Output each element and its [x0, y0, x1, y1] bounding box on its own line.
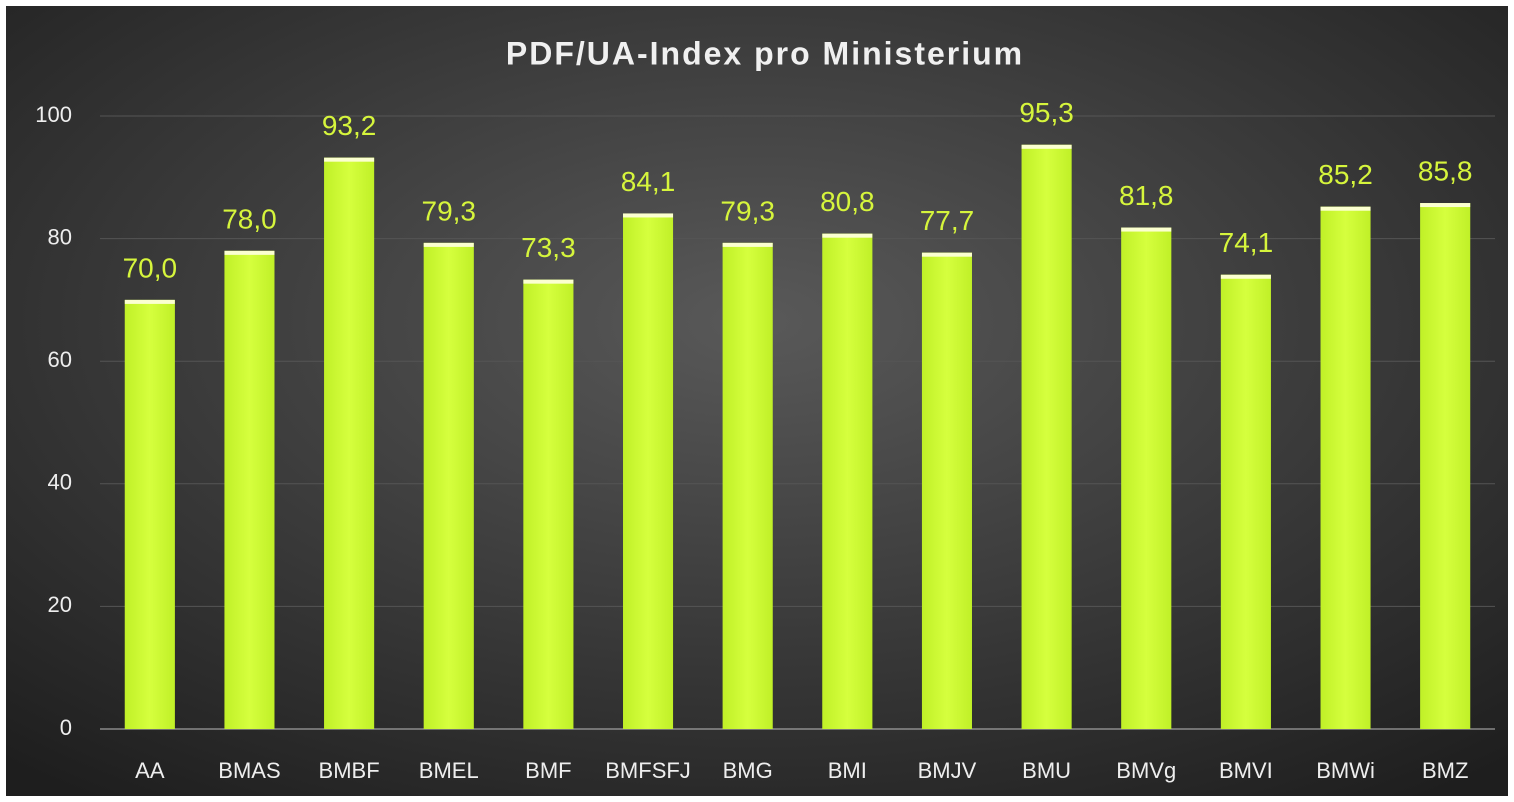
- data-label: 79,3: [422, 195, 477, 226]
- data-label: 84,1: [621, 166, 676, 197]
- data-label: 95,3: [1019, 97, 1074, 128]
- y-tick-label: 0: [60, 715, 72, 740]
- bar-shading: [224, 250, 275, 730]
- data-label: 85,2: [1318, 159, 1373, 190]
- bar-highlight: [1420, 203, 1471, 208]
- bar-highlight: [1220, 274, 1271, 279]
- bar-shading: [822, 233, 873, 730]
- data-label: 80,8: [820, 186, 875, 217]
- data-label: 79,3: [720, 195, 775, 226]
- x-tick-label: BMI: [828, 758, 867, 783]
- bar-highlight: [822, 233, 873, 238]
- x-tick-label: BMZ: [1422, 758, 1468, 783]
- data-label: 73,3: [521, 232, 576, 263]
- bar-highlight: [523, 279, 574, 284]
- data-label: 93,2: [322, 110, 377, 141]
- bar-highlight: [423, 242, 474, 247]
- bar-highlight: [124, 299, 175, 304]
- data-label: 77,7: [920, 205, 975, 236]
- bar-highlight: [1320, 206, 1371, 211]
- bar-shading: [523, 279, 574, 729]
- x-tick-label: BMJV: [918, 758, 977, 783]
- bar-highlight: [324, 157, 375, 162]
- bar-shading: [124, 299, 175, 729]
- data-label: 85,8: [1418, 155, 1473, 186]
- data-label: 78,0: [222, 203, 277, 234]
- data-label: 74,1: [1219, 227, 1274, 258]
- chart-title: PDF/UA-Index pro Ministerium: [506, 35, 1024, 71]
- x-tick-label: BMFSFJ: [605, 758, 691, 783]
- bar-highlight: [921, 252, 972, 257]
- data-label: 70,0: [123, 252, 178, 283]
- bar-shading: [722, 242, 773, 730]
- bar-shading: [1220, 274, 1271, 729]
- x-tick-label: BMBF: [319, 758, 380, 783]
- bar-highlight: [1021, 144, 1072, 149]
- bar-shading: [423, 242, 474, 730]
- bar-highlight: [224, 250, 275, 255]
- x-tick-label: BMWi: [1316, 758, 1375, 783]
- y-tick-label: 60: [48, 347, 72, 372]
- bar-shading: [623, 213, 674, 730]
- x-tick-label: BMU: [1022, 758, 1071, 783]
- y-tick-label: 100: [35, 102, 72, 127]
- bar-shading: [1420, 203, 1471, 729]
- bar-highlight: [722, 242, 773, 247]
- bar-shading: [1021, 144, 1072, 729]
- bar-shading: [921, 252, 972, 729]
- y-tick-label: 40: [48, 470, 72, 495]
- x-tick-label: BMVg: [1116, 758, 1176, 783]
- y-tick-label: 20: [48, 592, 72, 617]
- bar-highlight: [623, 213, 674, 218]
- bar-shading: [1121, 227, 1172, 730]
- bar-highlight: [1121, 227, 1172, 232]
- x-tick-label: BMAS: [218, 758, 280, 783]
- bar-shading: [324, 157, 375, 729]
- x-tick-label: BMEL: [419, 758, 479, 783]
- data-label: 81,8: [1119, 180, 1174, 211]
- x-tick-label: BMF: [525, 758, 571, 783]
- x-tick-label: BMG: [723, 758, 773, 783]
- x-tick-label: AA: [135, 758, 165, 783]
- bar-shading: [1320, 206, 1371, 729]
- y-tick-label: 80: [48, 224, 72, 249]
- x-tick-label: BMVI: [1219, 758, 1273, 783]
